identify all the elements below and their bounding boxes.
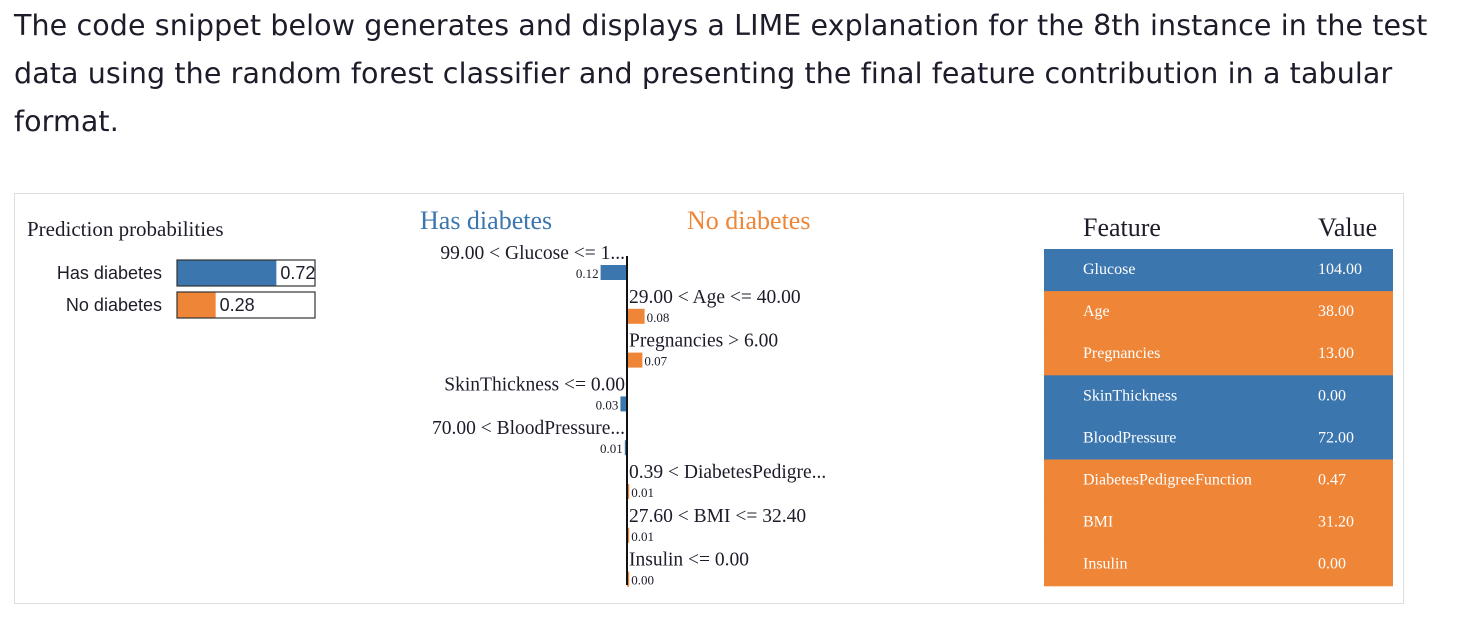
lime-explanation-svg: Prediction probabilities Has diabetes 0.72… [27, 206, 1393, 588]
table-header-value: Value [1318, 213, 1377, 242]
lime-explanation-figure: Prediction probabilities Has diabetes 0.72… [14, 193, 1404, 604]
legend-no-diabetes: No diabetes [687, 206, 810, 235]
table-cell-value: 0.00 [1318, 556, 1346, 573]
probability-bar-frame [176, 291, 316, 319]
table-cell-value: 0.00 [1318, 387, 1346, 404]
feature-contribution-bar [600, 265, 627, 280]
table-row [1044, 501, 1393, 545]
table-row [1044, 291, 1393, 334]
table-row [1044, 543, 1393, 587]
probability-bar [177, 260, 277, 286]
feature-condition-label: 70.00 < BloodPressure... [432, 418, 625, 439]
feature-contribution-bar [624, 440, 627, 456]
table-cell-value: 72.00 [1318, 429, 1354, 446]
feature-condition-label: SkinThickness <= 0.00 [444, 374, 625, 395]
table-row [1044, 459, 1393, 503]
table-cell-feature: Pregnancies [1083, 345, 1160, 362]
feature-contribution-value: 0.08 [647, 310, 670, 325]
feature-contribution-value: 0.03 [596, 397, 619, 412]
table-row [1044, 333, 1393, 376]
table-header-feature: Feature [1083, 213, 1161, 242]
table-cell-value: 31.20 [1318, 514, 1354, 531]
feature-contribution-bar [620, 396, 627, 412]
table-cell-value: 104.00 [1318, 261, 1362, 278]
feature-contribution-value: 0.01 [631, 529, 654, 544]
feature-condition-label: 27.60 < BMI <= 32.40 [629, 506, 806, 527]
feature-contribution-bar [627, 571, 630, 587]
feature-contribution-value: 0.07 [644, 354, 667, 369]
table-cell-feature: Insulin [1083, 556, 1127, 573]
probability-value: 0.28 [220, 295, 255, 315]
probability-label: Has diabetes [57, 263, 162, 283]
table-cell-feature: Glucose [1083, 261, 1135, 278]
feature-contribution-bar [627, 527, 630, 543]
table-row [1044, 375, 1393, 418]
table-cell-feature: SkinThickness [1083, 387, 1177, 404]
feature-contribution-bar [627, 484, 630, 499]
feature-contribution-value: 0.00 [631, 573, 654, 588]
table-cell-feature: Age [1083, 303, 1110, 320]
probability-label: No diabetes [66, 295, 162, 315]
table-cell-feature: DiabetesPedigreeFunction [1083, 472, 1252, 489]
probability-value: 0.72 [280, 263, 315, 283]
table-row [1044, 417, 1393, 460]
feature-condition-label: 99.00 < Glucose <= 1... [440, 243, 625, 264]
intro-paragraph: The code snippet below generates and dis… [14, 9, 1428, 138]
probability-bar-frame [176, 259, 316, 287]
feature-contribution-bar [627, 308, 645, 324]
feature-contribution-bar [627, 352, 643, 368]
feature-condition-label: Insulin <= 0.00 [629, 550, 749, 571]
feature-condition-label: 29.00 < Age <= 40.00 [629, 287, 801, 308]
prediction-probabilities-title: Prediction probabilities [27, 217, 224, 241]
table-cell-value: 0.47 [1318, 472, 1346, 489]
table-cell-feature: BloodPressure [1083, 429, 1176, 446]
table-cell-feature: BMI [1083, 514, 1113, 531]
feature-contribution-value: 0.12 [576, 266, 599, 281]
table-row [1044, 249, 1393, 292]
feature-condition-label: Pregnancies > 6.00 [629, 331, 778, 352]
feature-condition-label: 0.39 < DiabetesPedigre... [629, 462, 826, 483]
table-cell-value: 13.00 [1318, 345, 1354, 362]
table-cell-value: 38.00 [1318, 303, 1354, 320]
probability-bar [177, 292, 216, 318]
legend-has-diabetes: Has diabetes [420, 206, 552, 235]
feature-contribution-value: 0.01 [600, 441, 623, 456]
feature-contribution-value: 0.01 [631, 485, 654, 500]
